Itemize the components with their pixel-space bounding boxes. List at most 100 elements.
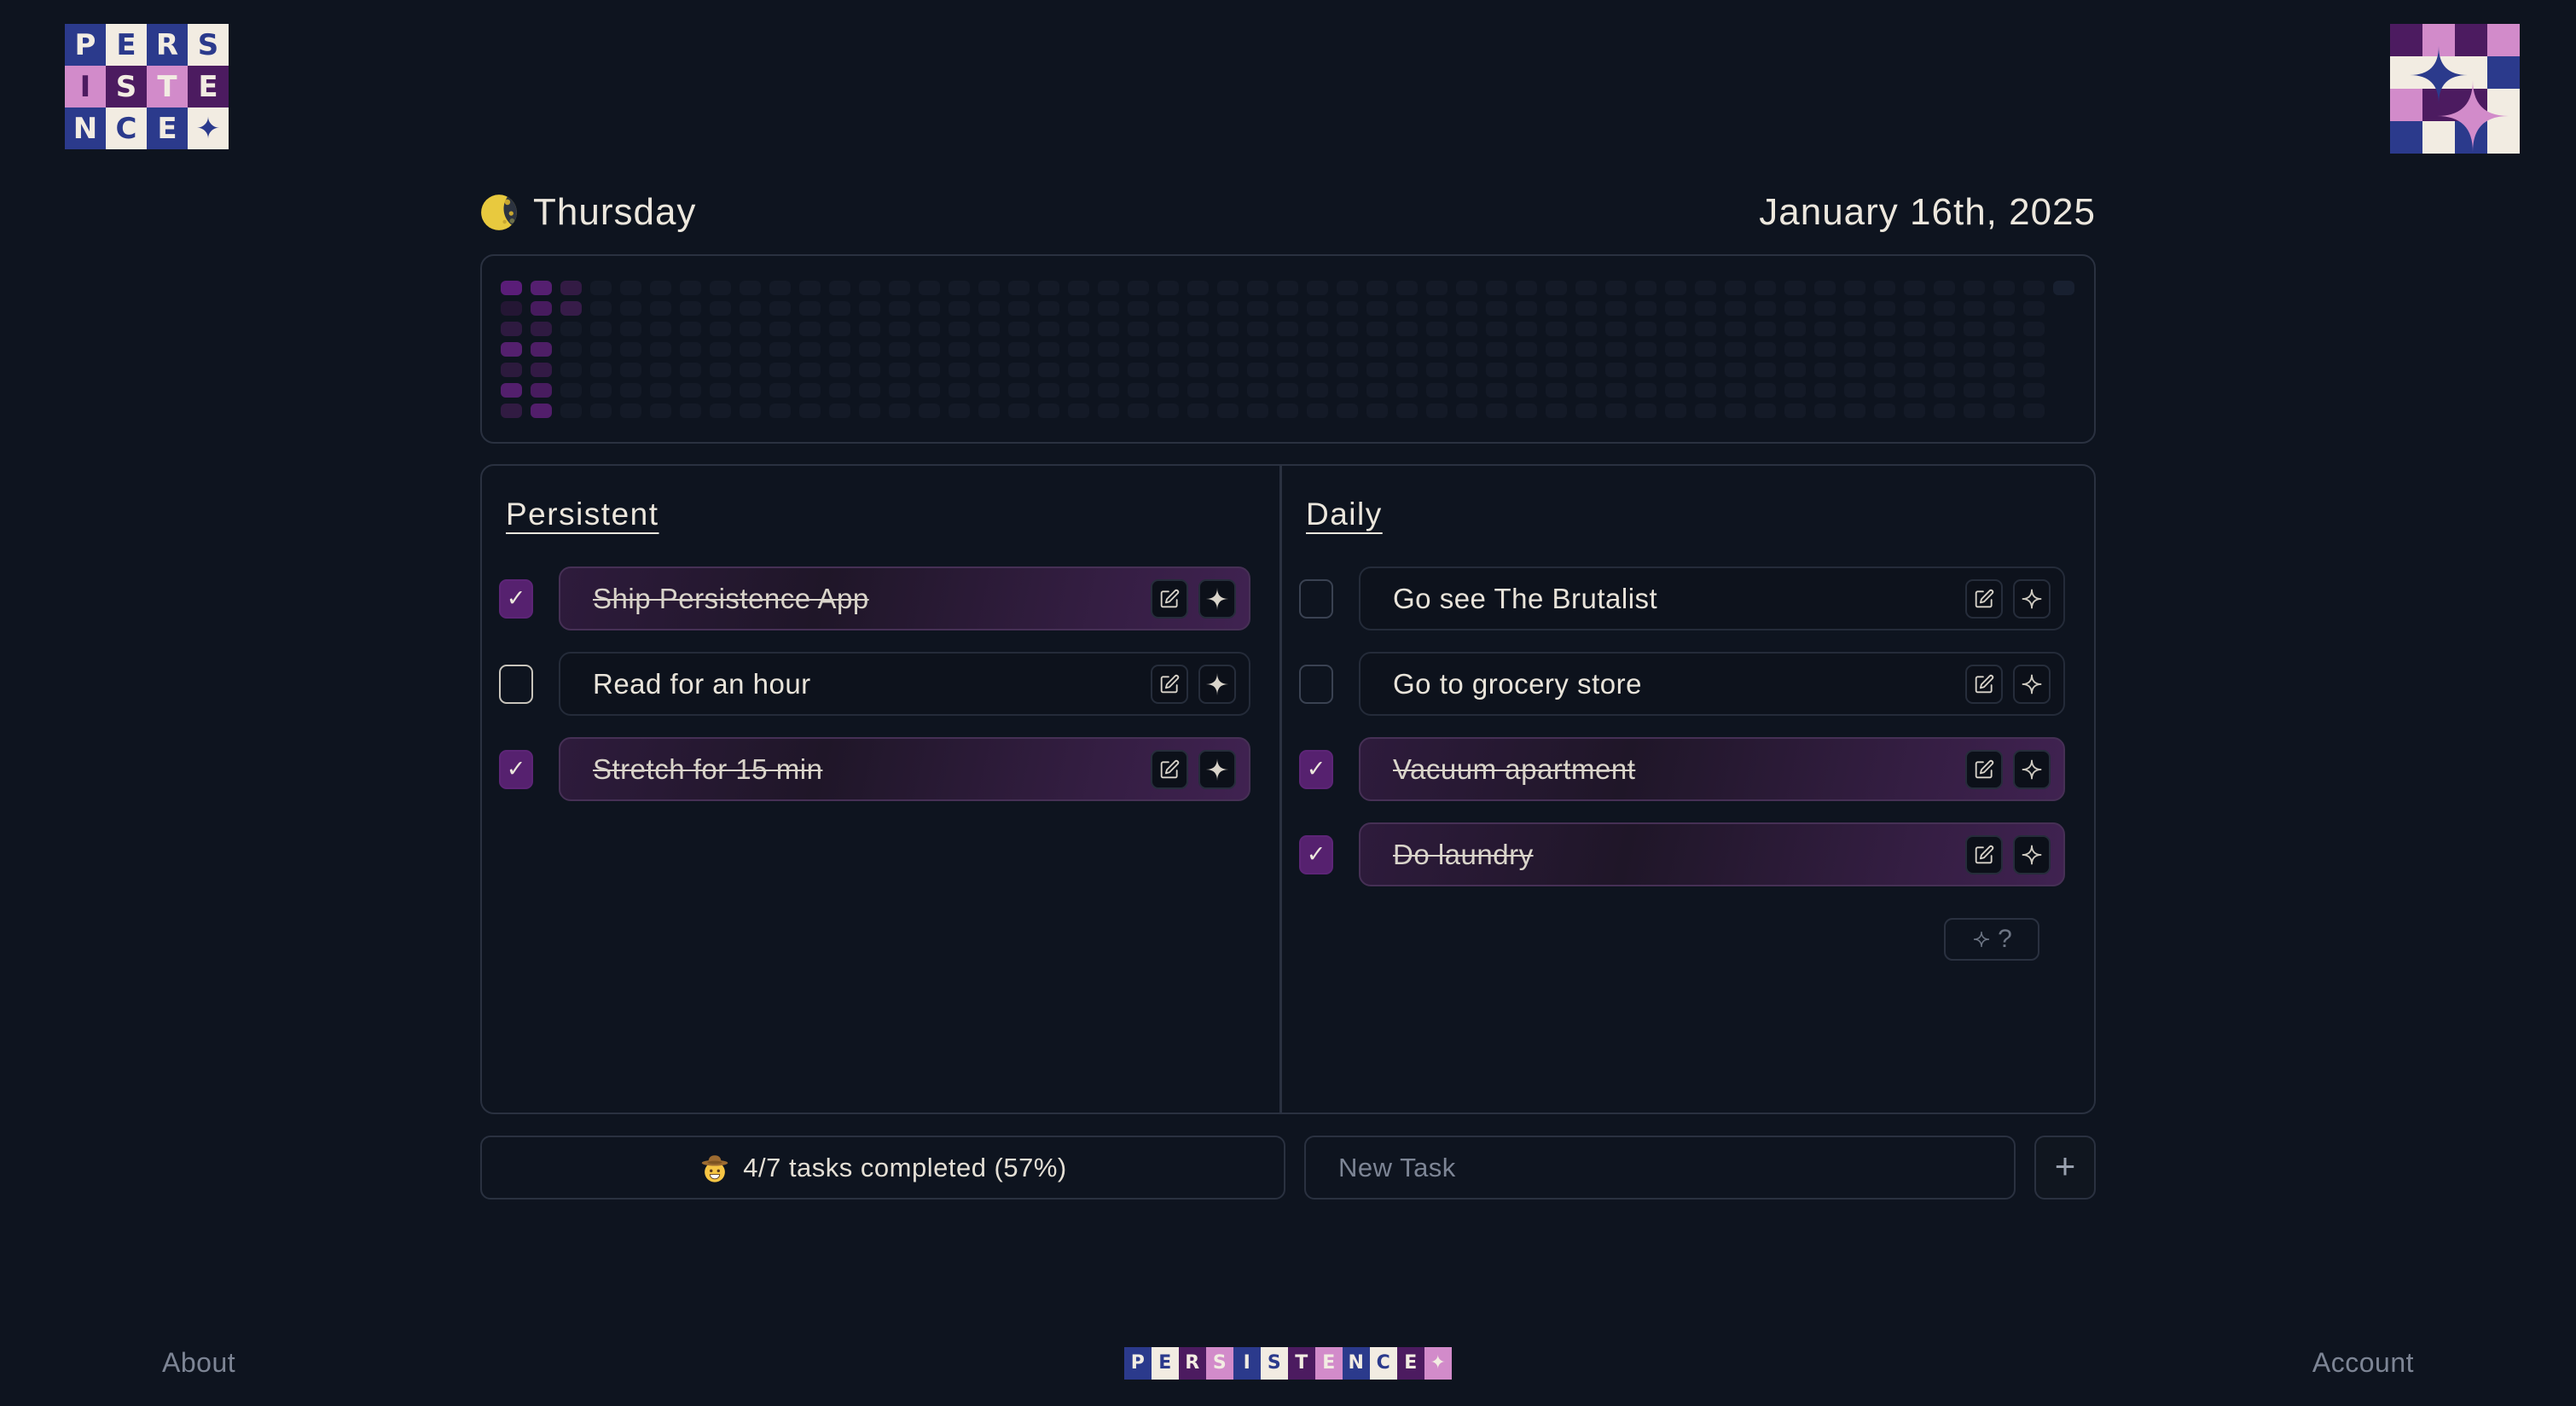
heatmap-cell bbox=[1426, 383, 1448, 398]
account-link[interactable]: Account bbox=[2312, 1347, 2414, 1378]
heatmap-cell bbox=[1755, 301, 1776, 316]
task-card[interactable]: Go to grocery store bbox=[1359, 652, 2065, 716]
heatmap-cell bbox=[740, 342, 761, 357]
edit-task-button[interactable] bbox=[1965, 749, 2003, 789]
footer-logo-tile: I bbox=[1233, 1346, 1261, 1380]
activity-heatmap-grid bbox=[501, 281, 2075, 418]
task-label: Go see The Brutalist bbox=[1393, 582, 1658, 614]
edit-task-button[interactable] bbox=[1965, 578, 2003, 619]
heatmap-cell bbox=[680, 363, 701, 377]
outline-sparkle-icon bbox=[2022, 759, 2042, 779]
heatmap-cell bbox=[531, 322, 552, 336]
heatmap-cell bbox=[799, 342, 821, 357]
heatmap-cell bbox=[1695, 363, 1716, 377]
app-logo[interactable]: P E R S I S T E N C E ✦ bbox=[65, 24, 229, 149]
new-task-input[interactable] bbox=[1304, 1136, 2016, 1200]
cowboy-hat-face-emoji-icon bbox=[702, 1154, 728, 1182]
task-checkbox[interactable]: ✓ bbox=[1299, 664, 1333, 704]
heatmap-cell bbox=[769, 281, 791, 295]
sparkle-button[interactable] bbox=[2013, 834, 2051, 874]
heatmap-cell bbox=[1337, 363, 1358, 377]
heatmap-cell bbox=[1934, 383, 1955, 398]
heatmap-cell bbox=[1277, 383, 1298, 398]
task-card[interactable]: Vacuum apartment bbox=[1359, 737, 2065, 801]
edit-pencil-icon bbox=[1160, 759, 1180, 778]
heatmap-cell bbox=[978, 281, 1000, 295]
task-checkbox[interactable]: ✓ bbox=[499, 749, 533, 789]
persistent-task-list: ✓ Ship Persistence App ✓ Read for an hou… bbox=[499, 566, 1250, 801]
task-checkbox[interactable]: ✓ bbox=[1299, 749, 1333, 789]
sparkle-button[interactable] bbox=[2013, 749, 2051, 789]
heatmap-cell bbox=[590, 342, 612, 357]
heatmap-cell bbox=[1904, 322, 1925, 336]
heatmap-cell bbox=[889, 383, 910, 398]
edit-task-button[interactable] bbox=[1151, 749, 1188, 789]
edit-task-button[interactable] bbox=[1151, 664, 1188, 704]
task-row: ✓ Go to grocery store bbox=[1299, 652, 2065, 716]
task-actions bbox=[1965, 749, 2051, 789]
sparkle-button[interactable] bbox=[2013, 664, 2051, 704]
heatmap-cell bbox=[710, 383, 731, 398]
sparkle-button[interactable] bbox=[2013, 578, 2051, 619]
footer-logo: P E R S I S T E N C E ✦ bbox=[1124, 1346, 1452, 1380]
heatmap-cell bbox=[1784, 363, 1806, 377]
suggest-task-button[interactable]: ? bbox=[1944, 918, 2039, 961]
heatmap-cell bbox=[650, 363, 671, 377]
heatmap-cell bbox=[1486, 281, 1507, 295]
heatmap-cell bbox=[620, 281, 641, 295]
heatmap-cell bbox=[1725, 301, 1746, 316]
heatmap-cell bbox=[560, 281, 582, 295]
heatmap-cell bbox=[1814, 322, 1836, 336]
heatmap-cell bbox=[799, 322, 821, 336]
heatmap-cell bbox=[769, 363, 791, 377]
logo-tile: S bbox=[188, 24, 229, 66]
persistent-panel-title: Persistent bbox=[506, 497, 659, 532]
heatmap-cell bbox=[1784, 322, 1806, 336]
heatmap-cell bbox=[1068, 383, 1089, 398]
heatmap-cell bbox=[1456, 322, 1477, 336]
task-row: ✓ Go see The Brutalist bbox=[1299, 566, 2065, 630]
sparkle-button[interactable] bbox=[1198, 578, 1236, 619]
heatmap-cell bbox=[1456, 342, 1477, 357]
task-checkbox[interactable]: ✓ bbox=[1299, 578, 1333, 619]
heatmap-cell bbox=[1575, 301, 1597, 316]
heatmap-cell bbox=[1993, 404, 2015, 418]
sparkle-button[interactable] bbox=[1198, 749, 1236, 789]
add-task-button[interactable]: + bbox=[2034, 1136, 2096, 1200]
heatmap-cell bbox=[769, 404, 791, 418]
task-checkbox[interactable]: ✓ bbox=[1299, 834, 1333, 874]
edit-task-button[interactable] bbox=[1965, 834, 2003, 874]
heatmap-cell bbox=[829, 363, 850, 377]
task-card[interactable]: Read for an hour bbox=[559, 652, 1250, 716]
sparkle-button[interactable] bbox=[1198, 664, 1236, 704]
task-checkbox[interactable]: ✓ bbox=[499, 578, 533, 619]
task-row: ✓ Stretch for 15 min bbox=[499, 737, 1250, 801]
heatmap-cell bbox=[1337, 404, 1358, 418]
heatmap-cell bbox=[1874, 281, 1895, 295]
heatmap-cell bbox=[1814, 342, 1836, 357]
task-card[interactable]: Ship Persistence App bbox=[559, 566, 1250, 630]
task-card[interactable]: Go see The Brutalist bbox=[1359, 566, 2065, 630]
logo-tile: ✦ bbox=[188, 107, 229, 149]
heatmap-cell bbox=[1426, 322, 1448, 336]
task-checkbox[interactable]: ✓ bbox=[499, 664, 533, 704]
heatmap-cell bbox=[1098, 342, 1119, 357]
task-card[interactable]: Do laundry bbox=[1359, 822, 2065, 886]
task-card[interactable]: Stretch for 15 min bbox=[559, 737, 1250, 801]
heatmap-cell bbox=[590, 404, 612, 418]
edit-task-button[interactable] bbox=[1151, 578, 1188, 619]
heatmap-cell bbox=[1157, 363, 1179, 377]
heatmap-cell bbox=[1904, 383, 1925, 398]
about-link[interactable]: About bbox=[162, 1347, 236, 1378]
edit-task-button[interactable] bbox=[1965, 664, 2003, 704]
heatmap-cell bbox=[769, 383, 791, 398]
heatmap-cell bbox=[1993, 281, 2015, 295]
heatmap-cell bbox=[1307, 383, 1328, 398]
heatmap-cell bbox=[1008, 301, 1030, 316]
heatmap-cell bbox=[1725, 383, 1746, 398]
heatmap-cell bbox=[1993, 301, 2015, 316]
edit-pencil-icon bbox=[1160, 674, 1180, 693]
heatmap-cell bbox=[1844, 322, 1865, 336]
heatmap-cell bbox=[1575, 342, 1597, 357]
heatmap-cell bbox=[1038, 342, 1059, 357]
